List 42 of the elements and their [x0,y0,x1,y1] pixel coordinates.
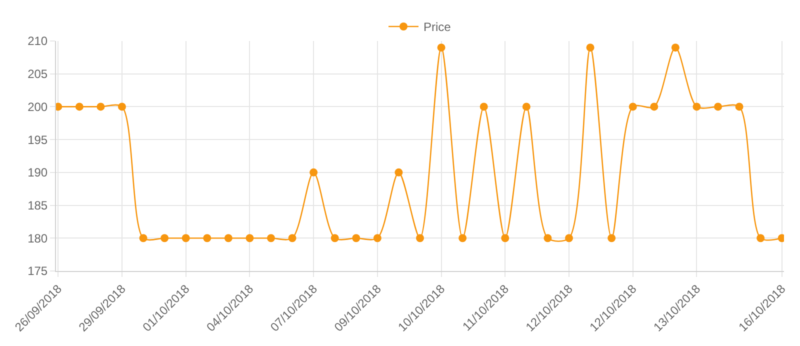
y-tick-label: 180 [28,231,48,246]
point [139,234,148,242]
point [118,102,126,111]
point [160,234,169,242]
y-tick-label: 210 [28,34,48,48]
point [458,234,467,242]
point [288,234,296,242]
point [586,44,594,52]
legend-label: Price [424,20,452,34]
point [246,234,254,242]
point [203,234,212,242]
y-tick-label: 205 [28,67,48,82]
point [735,102,744,111]
point [373,234,382,242]
point [501,234,510,242]
point [628,102,637,111]
y-tick-label: 175 [28,264,48,278]
point [565,234,574,242]
y-tick-label: 190 [28,166,48,180]
point [480,102,488,111]
y-tick-label: 200 [28,100,48,114]
point [522,102,530,111]
point [437,44,446,52]
point [544,234,552,242]
y-tick-label: 195 [28,132,48,147]
point [352,234,360,242]
point [756,234,765,242]
point [394,168,403,176]
point [75,102,84,111]
y-tick-label: 185 [28,198,48,212]
point [182,234,190,242]
point [266,234,275,242]
point [224,234,232,242]
point [714,102,722,111]
point [416,234,424,242]
point [310,168,318,176]
point [650,102,658,111]
point [96,102,105,111]
point [671,44,680,52]
point [608,234,616,242]
point [692,102,701,111]
point [330,234,339,242]
